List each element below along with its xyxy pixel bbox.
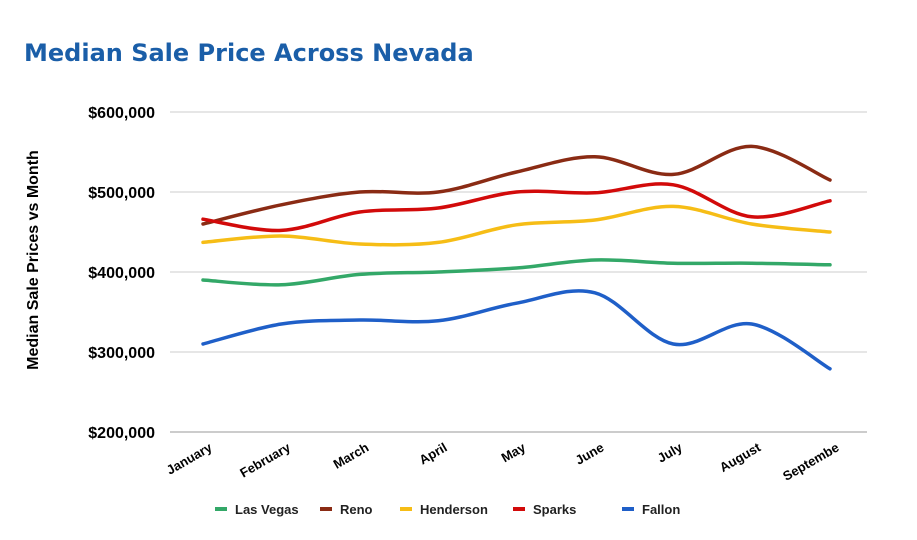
x-tick-label: April	[416, 440, 449, 468]
y-axis-label: Median Sale Prices vs Month	[25, 150, 42, 370]
series-line-henderson	[201, 204, 832, 247]
y-tick-label: $600,000	[88, 105, 155, 122]
y-tick-label: $200,000	[88, 425, 155, 442]
x-tick-label: March	[331, 440, 372, 472]
series-line-reno	[201, 144, 832, 226]
x-tick-label: June	[573, 440, 607, 468]
series-line-las-vegas	[201, 258, 832, 287]
legend-swatch	[400, 507, 412, 511]
x-tick-label: Septembe	[780, 440, 841, 484]
x-tick-label: January	[164, 439, 215, 477]
legend-label: Henderson	[420, 502, 488, 517]
legend-swatch	[320, 507, 332, 511]
y-tick-label: $300,000	[88, 345, 155, 362]
legend-swatch	[513, 507, 525, 511]
legend-label: Reno	[340, 502, 373, 517]
chart-title: Median Sale Price Across Nevada	[24, 39, 474, 67]
y-tick-label: $500,000	[88, 185, 155, 202]
legend-swatch	[622, 507, 634, 511]
x-tick-label: May	[499, 439, 529, 465]
legend-label: Las Vegas	[235, 502, 299, 517]
legend-swatch	[215, 507, 227, 511]
series-line-fallon	[201, 289, 832, 371]
legend-label: Fallon	[642, 502, 680, 517]
legend-label: Sparks	[533, 502, 576, 517]
x-tick-label: August	[717, 439, 764, 475]
series-line-sparks	[201, 182, 832, 233]
y-tick-label: $400,000	[88, 265, 155, 282]
x-tick-label: February	[237, 439, 293, 480]
x-tick-label: July	[655, 439, 686, 465]
